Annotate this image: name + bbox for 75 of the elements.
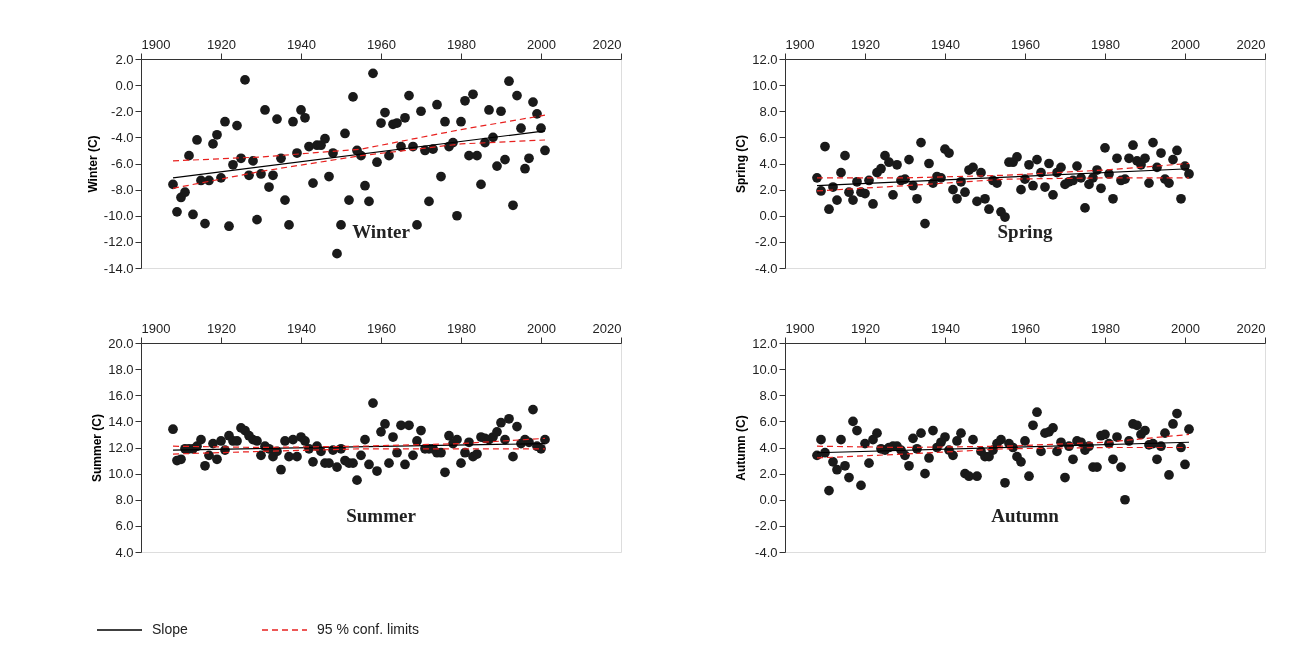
y-tick-label: -4.0 xyxy=(755,544,778,560)
y-tick-label: -2.0 xyxy=(755,518,778,534)
y-tick-label: 10.0 xyxy=(752,361,778,377)
x-tick-label: 2020 xyxy=(1236,320,1266,336)
y-tick-label: 0.0 xyxy=(759,492,778,508)
x-tick-label: 2000 xyxy=(1171,320,1200,336)
x-tick-label: 2020 xyxy=(592,320,622,336)
y-tick-label: -4.0 xyxy=(111,129,134,145)
x-tick-label: 1960 xyxy=(1011,36,1040,52)
x-tick-label: 1900 xyxy=(785,36,815,52)
x-tick-label: 1920 xyxy=(851,36,880,52)
x-tick-label: 1920 xyxy=(207,320,236,336)
y-tick-label: 8.0 xyxy=(759,103,778,119)
x-tick-label: 1920 xyxy=(207,36,236,52)
y-tick-label: 2.0 xyxy=(115,51,134,67)
x-tick-label: 1940 xyxy=(287,36,316,52)
x-tick-label: 2000 xyxy=(527,36,556,52)
y-tick-label: 12.0 xyxy=(108,440,134,455)
legend-label: 95 % conf. limits xyxy=(317,621,419,637)
y-tick-label: 4.0 xyxy=(759,156,778,171)
x-tick-label: 1980 xyxy=(1091,36,1120,52)
x-tick-label: 2020 xyxy=(1236,36,1266,52)
x-tick-label: 1940 xyxy=(287,320,316,336)
y-axis-title: Winter (C) xyxy=(85,135,100,193)
y-tick-label: -10.0 xyxy=(103,208,134,224)
y-tick-label: -12.0 xyxy=(103,234,134,250)
text: Autumn xyxy=(991,505,1060,526)
y-tick-label: 6.0 xyxy=(759,413,778,429)
y-tick-label: 4.0 xyxy=(115,544,134,560)
y-tick-label: 0.0 xyxy=(759,208,778,224)
x-tick-label: 1960 xyxy=(1011,320,1040,336)
y-axis-title: Spring (C) xyxy=(734,135,749,193)
y-tick-label: 8.0 xyxy=(759,387,778,403)
y-tick-label: 2.0 xyxy=(759,182,778,198)
x-tick-label: 1960 xyxy=(367,320,396,336)
y-tick-label: 20.0 xyxy=(108,335,134,351)
x-tick-label: 1960 xyxy=(367,36,396,52)
y-tick-label: 8.0 xyxy=(115,492,134,508)
y-tick-label: 0.0 xyxy=(115,77,134,93)
x-tick-label: 1980 xyxy=(1091,320,1120,336)
y-tick-label: 12.0 xyxy=(752,51,778,67)
x-tick-label: 2020 xyxy=(592,36,622,52)
x-tick-label: 2000 xyxy=(1171,36,1200,52)
x-tick-label: 2000 xyxy=(527,320,556,336)
text: Spring xyxy=(997,221,1053,242)
x-tick-label: 1940 xyxy=(931,320,960,336)
y-axis-title: Autumn (C) xyxy=(734,415,749,481)
x-tick-label: 1980 xyxy=(447,36,476,52)
text: Summer xyxy=(346,505,417,526)
y-tick-label: 14.0 xyxy=(108,413,134,429)
y-tick-label: -4.0 xyxy=(755,260,778,276)
y-tick-label: -6.0 xyxy=(111,156,134,171)
y-tick-label: -8.0 xyxy=(111,182,134,198)
legend-label: Slope xyxy=(152,621,189,637)
x-tick-label: 1900 xyxy=(141,320,171,336)
x-tick-label: 1920 xyxy=(851,320,880,336)
y-tick-label: 6.0 xyxy=(759,129,778,145)
y-tick-label: 10.0 xyxy=(752,77,778,93)
y-tick-label: 10.0 xyxy=(108,466,134,482)
x-tick-label: 1900 xyxy=(785,320,815,336)
y-tick-label: -14.0 xyxy=(103,260,134,276)
y-axis-title: Summer (C) xyxy=(90,413,105,483)
y-tick-label: 12.0 xyxy=(752,335,778,351)
y-tick-label: -2.0 xyxy=(111,103,134,119)
y-tick-label: 2.0 xyxy=(759,466,778,482)
y-tick-label: 6.0 xyxy=(115,518,134,534)
x-tick-label: 1940 xyxy=(931,36,960,52)
x-tick-label: 1900 xyxy=(141,36,171,52)
x-tick-label: 1980 xyxy=(447,320,476,336)
text: Winter xyxy=(352,221,411,242)
y-tick-label: 16.0 xyxy=(108,387,134,403)
y-tick-label: 18.0 xyxy=(108,361,134,377)
y-tick-label: 4.0 xyxy=(759,440,778,455)
y-tick-label: -2.0 xyxy=(755,234,778,250)
line-series xyxy=(172,114,546,162)
